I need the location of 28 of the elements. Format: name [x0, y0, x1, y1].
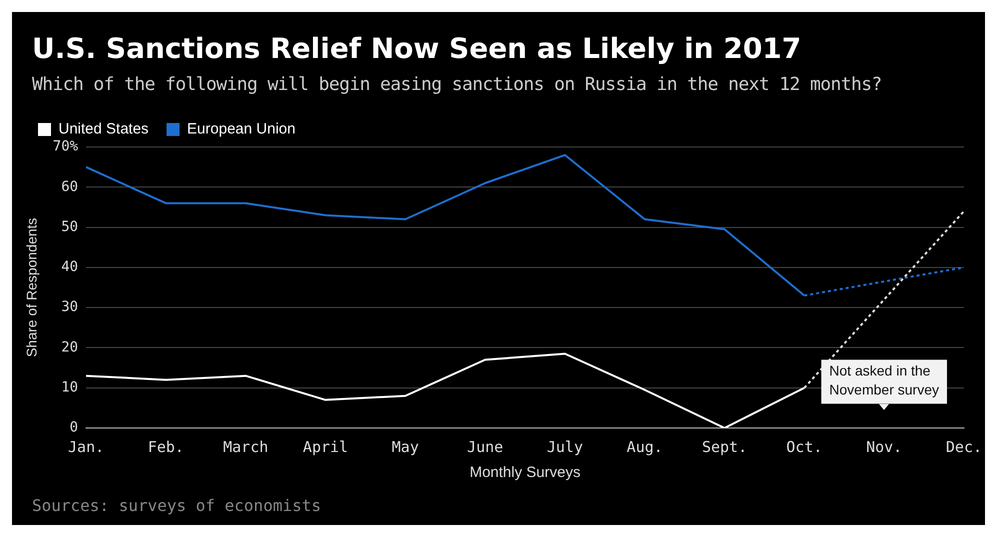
chart-subtitle: Which of the following will begin easing sanctions on Russia in the next 12 months?	[32, 74, 882, 95]
source-note: Sources: surveys of economists	[32, 496, 321, 515]
y-axis-title: Share of Respondents	[23, 218, 40, 358]
annotation: Not asked in the November survey	[829, 362, 939, 398]
y-tick-label: 70%	[52, 138, 79, 155]
legend-label: United States	[58, 120, 149, 138]
x-tick-label: July	[546, 438, 583, 456]
y-tick-label: 10	[61, 380, 78, 396]
x-tick-label: June	[467, 438, 504, 456]
legend-label: European Union	[187, 120, 296, 138]
x-tick-label: Nov.	[866, 438, 902, 456]
x-tick-label: Jan.	[68, 438, 104, 456]
y-tick-label: 40	[61, 259, 78, 276]
x-tick-label: March	[223, 438, 268, 456]
x-tick-label: April	[302, 438, 348, 456]
x-axis-title: Monthly Surveys	[470, 464, 580, 482]
x-tick-label: May	[392, 438, 419, 456]
y-tick-label: 20	[61, 339, 78, 356]
x-tick-label: Sept.	[702, 438, 748, 456]
y-tick-label: 60	[61, 178, 78, 195]
y-tick-label: 0	[70, 420, 78, 436]
x-tick-label: Dec.	[946, 438, 982, 456]
x-tick-label: Feb.	[148, 438, 184, 456]
x-tick-label: Aug.	[626, 438, 663, 456]
chart-title: U.S. Sanctions Relief Now Seen as Likely in 2017	[32, 32, 802, 65]
x-tick-label: Oct.	[786, 438, 822, 456]
y-tick-label: 50	[61, 218, 78, 235]
y-tick-label: 30	[61, 299, 78, 316]
